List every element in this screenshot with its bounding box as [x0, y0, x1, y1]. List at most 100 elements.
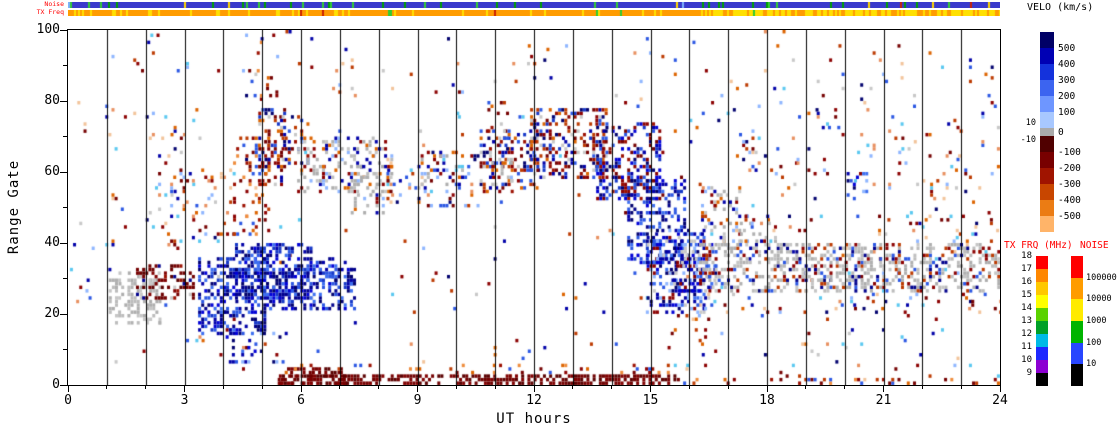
y-tick-label: 100 — [36, 22, 60, 37]
velo-colorbar-segment — [1040, 96, 1054, 112]
x-axis-tick — [805, 385, 807, 389]
velo-colorbar-segment — [1040, 64, 1054, 80]
txfrq-tick-label: 14 — [1021, 303, 1032, 313]
txfreq-strip-canvas — [68, 10, 1000, 16]
txfrq-tick-label: 12 — [1021, 329, 1032, 339]
x-axis-tick — [145, 385, 147, 389]
txfrq-colorbar-segment — [1036, 295, 1048, 308]
txfrq-colorbar-segment — [1036, 360, 1048, 373]
txfrq-colorbar-segment — [1036, 373, 1048, 386]
velo-tick-label: 300 — [1058, 75, 1076, 86]
x-axis-tick — [300, 385, 302, 392]
x-axis-tick — [455, 385, 457, 389]
x-axis-tick — [572, 385, 574, 389]
velo-tick-label: -10 — [1020, 135, 1036, 145]
txfrq-colorbar-segment — [1036, 321, 1048, 334]
txfrq-tick-label: 11 — [1021, 342, 1032, 352]
txfrq-tick-label: 15 — [1021, 290, 1032, 300]
noise-tick-label: 100 — [1086, 337, 1102, 348]
y-axis-tick — [60, 384, 67, 386]
velo-tick-label: -400 — [1058, 195, 1081, 206]
velo-colorbar-segment — [1040, 216, 1054, 232]
x-axis-tick — [106, 385, 108, 389]
y-axis-tick — [63, 349, 67, 350]
velocity-scatter-canvas — [68, 30, 1000, 385]
plot-frame — [67, 29, 1001, 386]
y-tick-label: 60 — [44, 164, 60, 179]
x-axis-tick — [999, 385, 1001, 392]
noise-colorbar-title: NOISE — [1080, 240, 1109, 251]
noise-tick-label: 1000 — [1086, 316, 1107, 326]
x-tick-label: 0 — [64, 393, 72, 408]
x-axis-tick — [921, 385, 923, 389]
txfrq-tick-label: 10 — [1021, 355, 1032, 365]
y-axis-tick — [60, 100, 67, 102]
y-axis-tick — [63, 136, 67, 137]
x-axis-tick — [611, 385, 613, 389]
y-tick-label: 20 — [44, 306, 60, 321]
noise-tick-label: 100000 — [1086, 272, 1117, 283]
x-axis-tick — [844, 385, 846, 389]
noise-colorbar-segment — [1071, 299, 1083, 321]
txfrq-tick-label: 18 — [1021, 251, 1032, 261]
velo-colorbar-segment — [1040, 152, 1054, 168]
txfrq-colorbar-segment — [1036, 269, 1048, 282]
x-axis-tick — [688, 385, 690, 389]
velo-colorbar-segment — [1040, 200, 1054, 216]
x-axis-tick — [533, 385, 535, 392]
txfrq-colorbar-segment — [1036, 347, 1048, 360]
velo-tick-label: 200 — [1058, 91, 1076, 102]
x-axis-tick — [766, 385, 768, 392]
x-tick-label: 12 — [526, 393, 542, 408]
noise-strip-canvas — [68, 2, 1000, 8]
velo-colorbar-segment — [1040, 136, 1054, 152]
x-axis-tick — [883, 385, 884, 392]
y-axis-tick — [63, 278, 67, 279]
x-axis-tick — [184, 385, 185, 392]
noise-colorbar-segment — [1071, 320, 1083, 343]
txfrq-colorbar-title: TX FRQ (MHz) — [1004, 240, 1073, 251]
noise-colorbar-segment — [1071, 277, 1083, 300]
velo-tick-label: 100 — [1058, 107, 1076, 118]
velo-colorbar-segment — [1040, 168, 1054, 184]
velo-colorbar-segment — [1040, 184, 1054, 200]
x-axis-tick — [339, 385, 341, 389]
velo-zero-label: 0 — [1058, 127, 1064, 138]
x-tick-label: 24 — [992, 393, 1008, 408]
x-axis-tick — [494, 385, 496, 389]
txfrq-tick-label: 16 — [1021, 277, 1032, 287]
txfrq-colorbar-segment — [1036, 334, 1048, 347]
txfrq-tick-label: 13 — [1021, 316, 1032, 326]
noise-colorbar-segment — [1071, 364, 1083, 386]
y-tick-label: 0 — [52, 377, 60, 392]
x-axis-tick — [222, 385, 224, 389]
velo-tick-label: -300 — [1058, 179, 1081, 190]
txfreq-strip-label: TX Freq — [36, 8, 64, 16]
txfrq-tick-label: 17 — [1021, 264, 1032, 274]
x-tick-label: 3 — [180, 393, 189, 408]
velo-colorbar-segment — [1040, 80, 1054, 96]
x-tick-label: 6 — [297, 393, 305, 408]
noise-tick-label: 10 — [1086, 359, 1097, 370]
noise-strip-label: Noise — [44, 0, 64, 8]
txfrq-colorbar-segment — [1036, 308, 1048, 321]
velo-colorbar-segment — [1040, 48, 1054, 64]
velo-colorbar-segment — [1040, 128, 1054, 136]
x-axis-tick — [67, 385, 69, 392]
x-axis-tick — [960, 385, 962, 389]
x-axis-tick — [261, 385, 263, 389]
y-axis-tick — [63, 207, 67, 208]
y-tick-label: 80 — [44, 93, 60, 108]
y-axis-tick — [60, 313, 67, 315]
x-tick-label: 9 — [413, 393, 422, 408]
noise-colorbar-segment — [1071, 256, 1083, 278]
velo-tick-label: -200 — [1058, 163, 1081, 174]
y-tick-label: 40 — [44, 235, 60, 250]
x-tick-label: 21 — [875, 393, 892, 408]
x-axis-tick — [650, 385, 651, 392]
y-axis-tick — [63, 65, 67, 66]
noise-colorbar — [1071, 256, 1083, 386]
y-axis-tick — [60, 29, 67, 31]
velo-colorbar-segment — [1040, 112, 1054, 128]
